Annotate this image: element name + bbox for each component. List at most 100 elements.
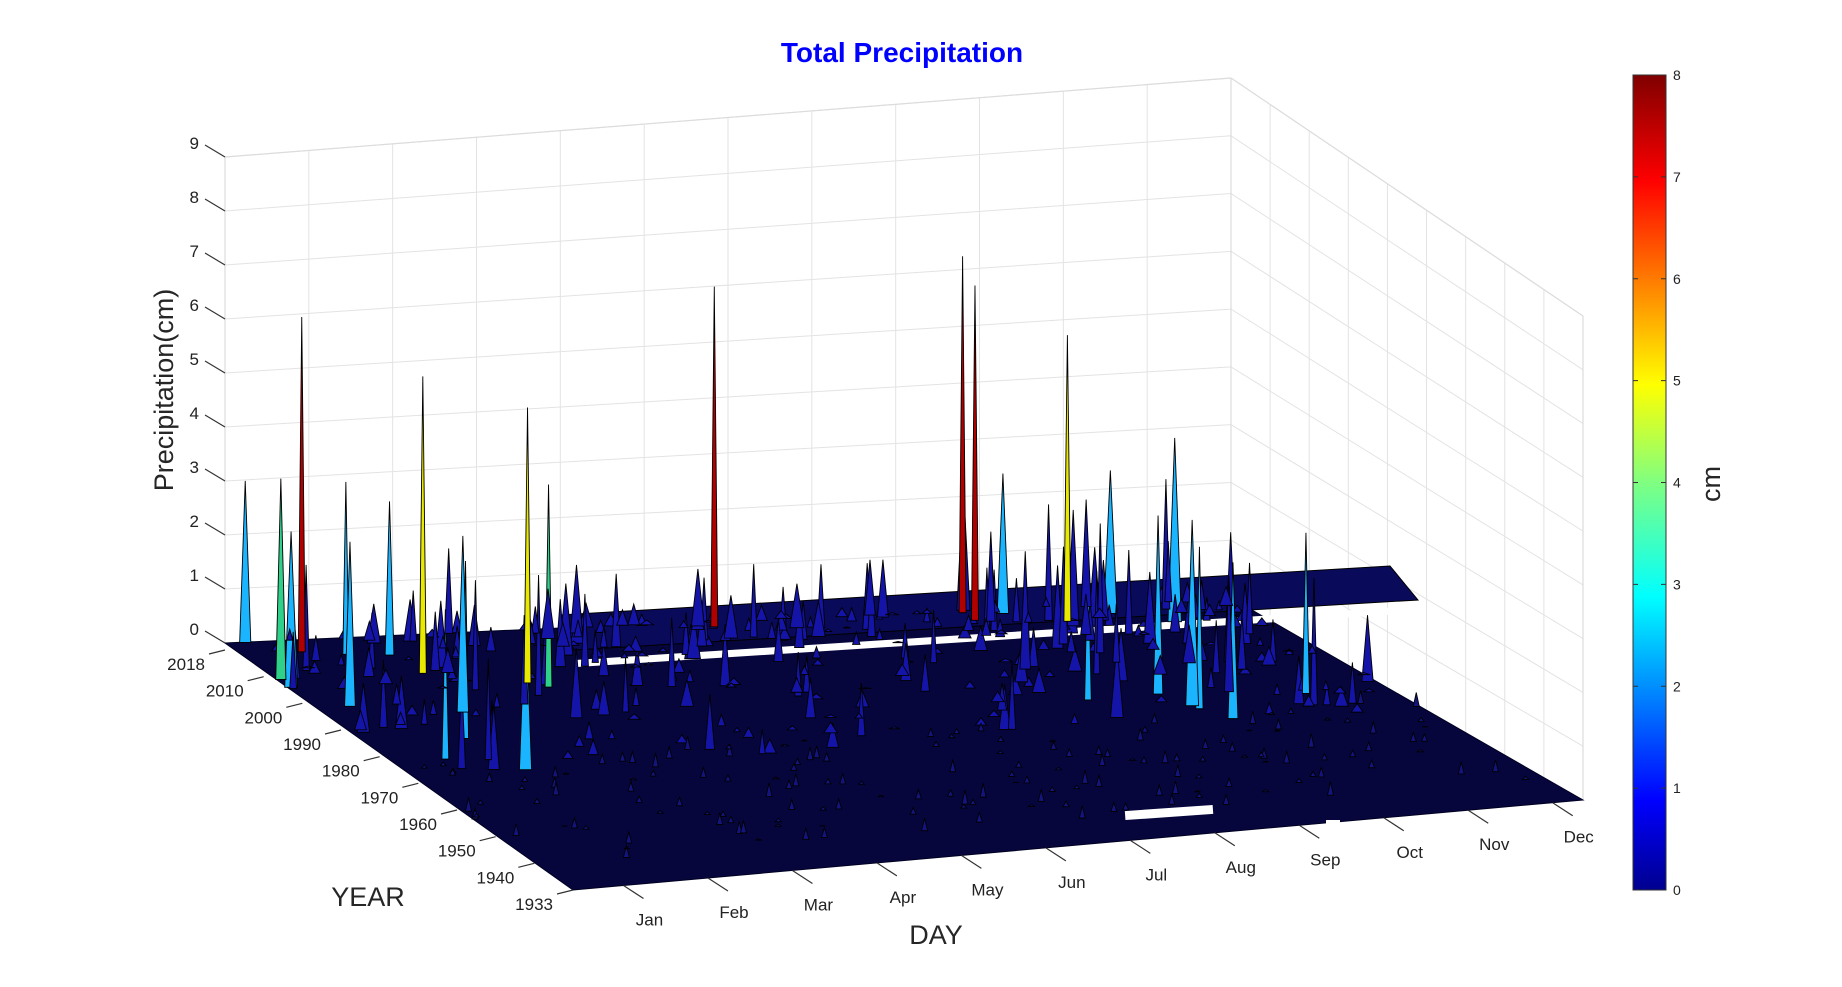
surface-spike xyxy=(1024,610,1033,623)
surface-spike xyxy=(921,818,929,832)
surface-spike xyxy=(823,751,831,762)
surface-spike xyxy=(1070,712,1079,724)
surface-spike xyxy=(301,665,315,669)
surface-spike xyxy=(835,797,843,810)
surface-spike xyxy=(996,735,1005,743)
surface-spike xyxy=(1067,645,1083,672)
surface-spike xyxy=(1169,594,1181,633)
day-tick-label: Dec xyxy=(1564,828,1595,847)
surface-spike xyxy=(533,797,541,804)
surface-spike xyxy=(403,655,414,661)
surface-spike xyxy=(1412,692,1420,707)
surface-spike xyxy=(1273,682,1281,695)
surface-spike xyxy=(1219,734,1228,744)
surface-spike xyxy=(555,620,570,647)
z-tick-label: 2 xyxy=(190,512,199,531)
surface-spike xyxy=(990,690,1005,703)
surface-spike xyxy=(597,681,611,716)
day-tick-label: Nov xyxy=(1479,835,1510,854)
year-tick xyxy=(247,676,264,682)
surface-spike xyxy=(629,663,643,668)
surface-spike xyxy=(485,771,493,783)
z-tick-label: 8 xyxy=(190,188,199,207)
year-tick-label: 2010 xyxy=(206,682,244,701)
surface-spikes xyxy=(239,256,1530,858)
surface-spike xyxy=(470,708,481,717)
surface-spike xyxy=(1012,578,1021,623)
surface-spike xyxy=(888,726,900,730)
year-tick xyxy=(402,782,419,788)
surface-spike xyxy=(684,736,692,750)
surface-spike xyxy=(767,621,777,639)
surface-spike xyxy=(598,752,606,765)
z-axis: 0 1 2 3 4 5 6 7 8 9 xyxy=(190,134,226,644)
surface-spike xyxy=(1203,603,1216,617)
surface-spike xyxy=(1044,504,1053,621)
surface-spike xyxy=(598,642,610,677)
surface-spike xyxy=(969,798,977,806)
surface-spike xyxy=(1063,335,1072,622)
surface-spike xyxy=(773,619,784,662)
colorbar-tick-label: 0 xyxy=(1673,882,1681,898)
surface-spike xyxy=(716,713,727,727)
surface-spike xyxy=(1322,679,1330,691)
surface-spike xyxy=(723,595,739,639)
surface-spike xyxy=(1256,637,1265,646)
surface-spike xyxy=(441,609,450,760)
surface-spike xyxy=(739,820,748,834)
surface-spike xyxy=(820,826,829,838)
surface-spike xyxy=(628,777,638,781)
day-tick-label: Sep xyxy=(1310,850,1340,869)
surface-spike xyxy=(952,727,961,735)
surface-spike xyxy=(725,743,734,757)
surface-spike xyxy=(1023,775,1031,784)
surface-spike xyxy=(638,619,655,626)
surface-spike xyxy=(1274,729,1281,732)
surface-spike xyxy=(625,830,633,844)
surface-spike xyxy=(1284,647,1295,656)
surface-spike xyxy=(1228,741,1236,752)
surface-spike xyxy=(685,668,695,683)
surface-spike xyxy=(1054,766,1063,771)
surface-spike xyxy=(1194,790,1201,793)
surface-spike xyxy=(996,473,1010,614)
surface-spike xyxy=(771,776,781,780)
z-tick-label: 4 xyxy=(190,404,199,423)
z-grid-line-side xyxy=(1230,308,1584,532)
surface-spike xyxy=(1261,645,1277,666)
surface-spike xyxy=(1262,760,1269,763)
surface-spike xyxy=(534,574,543,696)
surface-spike xyxy=(1066,631,1077,653)
surface-spike xyxy=(792,773,800,787)
surface-spike xyxy=(854,712,864,719)
surface-spike xyxy=(590,688,603,710)
surface-spike xyxy=(819,805,828,811)
day-tick xyxy=(1214,832,1236,847)
surface-spike xyxy=(1409,731,1417,742)
year-tick xyxy=(324,729,342,735)
day-tick-label: Jul xyxy=(1145,865,1167,884)
surface-spike xyxy=(675,734,689,744)
surface-spike xyxy=(1154,694,1169,703)
surface-spike xyxy=(1098,752,1106,766)
surface-spike xyxy=(1091,607,1108,619)
surface-spike xyxy=(657,647,669,653)
day-tick xyxy=(1383,817,1405,832)
surface-spike xyxy=(379,659,388,728)
surface-spike xyxy=(993,629,1009,635)
surface-spike xyxy=(512,823,520,836)
z-grid-line-side xyxy=(1230,424,1584,640)
surface-spike xyxy=(1161,750,1169,764)
surface-spike xyxy=(946,788,955,797)
surface-spike xyxy=(1110,644,1124,718)
surface-spike xyxy=(1127,757,1138,761)
surface-spike xyxy=(626,713,642,720)
surface-spike xyxy=(531,606,540,634)
surface-spike xyxy=(780,743,790,747)
surface-spike xyxy=(484,658,492,761)
surface-spike xyxy=(472,813,481,818)
surface-spike xyxy=(998,658,1013,663)
surface-spike xyxy=(1365,740,1373,752)
colorbar-title: cm xyxy=(1696,466,1726,502)
surface-spike xyxy=(1138,631,1150,635)
